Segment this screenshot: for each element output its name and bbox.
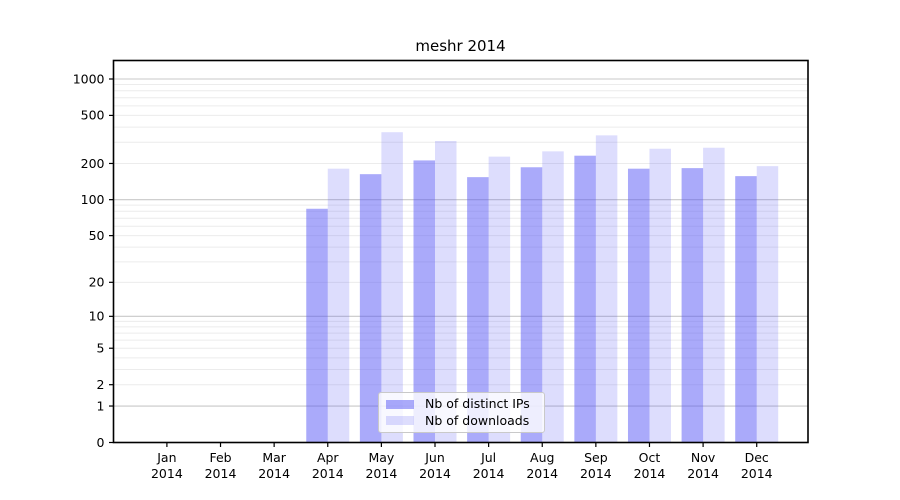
legend-item-distinct-ips: Nb of distinct IPs bbox=[386, 396, 544, 411]
bar-jul-ips bbox=[467, 177, 489, 443]
x-tick-label-month: Dec bbox=[745, 450, 769, 465]
y-tick-label: 10 bbox=[89, 309, 105, 324]
x-tick-label-month: Jul bbox=[480, 450, 496, 465]
legend-swatch-distinct-ips bbox=[386, 399, 414, 409]
x-tick-label-month: Apr bbox=[317, 450, 339, 465]
y-tick-label: 0 bbox=[97, 435, 105, 450]
bar-may-ips bbox=[359, 174, 382, 443]
x-tick-label-year: 2014 bbox=[741, 466, 773, 481]
y-tick-label: 100 bbox=[81, 192, 105, 207]
y-tick-label: 1000 bbox=[73, 71, 105, 86]
legend-swatch-downloads bbox=[386, 416, 414, 426]
x-tick-label-month: Jan bbox=[156, 450, 176, 465]
x-tick-label-year: 2014 bbox=[526, 466, 558, 481]
bar-aug-ips bbox=[520, 167, 543, 443]
x-tick-label-month: May bbox=[368, 450, 394, 465]
legend-label-downloads: Nb of downloads bbox=[425, 412, 530, 428]
x-tick-label-year: 2014 bbox=[151, 466, 183, 481]
x-tick-label-month: Nov bbox=[691, 450, 716, 465]
bar-jul-downloads bbox=[488, 156, 511, 443]
x-tick-label-year: 2014 bbox=[473, 466, 505, 481]
y-tick-label: 50 bbox=[89, 228, 105, 243]
x-tick-label-year: 2014 bbox=[258, 466, 290, 481]
plot-border bbox=[112, 59, 809, 444]
bar-nov-downloads bbox=[703, 147, 725, 443]
bar-oct-downloads bbox=[649, 148, 671, 443]
legend-item-downloads: Nb of downloads bbox=[386, 412, 544, 428]
x-tick-label-month: Aug bbox=[530, 450, 554, 465]
x-tick-label-month: Feb bbox=[209, 450, 231, 465]
x-tick-label-year: 2014 bbox=[365, 466, 397, 481]
bar-apr-downloads bbox=[327, 168, 350, 443]
bar-jun-downloads bbox=[435, 141, 457, 443]
legend: Nb of distinct IPs Nb of downloads bbox=[378, 392, 545, 433]
bar-sep-downloads bbox=[595, 135, 618, 443]
bar-may-downloads bbox=[381, 132, 403, 443]
bar-nov-ips bbox=[681, 168, 704, 443]
x-tick-label-year: 2014 bbox=[634, 466, 666, 481]
chart-title: meshr 2014 bbox=[415, 37, 506, 55]
y-tick-label: 1 bbox=[97, 398, 105, 413]
bar-oct-ips bbox=[627, 168, 650, 443]
y-tick-label: 200 bbox=[81, 156, 105, 171]
bar-aug-downloads bbox=[542, 151, 564, 443]
x-tick-label-year: 2014 bbox=[205, 466, 237, 481]
x-tick-label-year: 2014 bbox=[580, 466, 612, 481]
y-tick-label: 20 bbox=[89, 275, 105, 290]
bar-apr-ips bbox=[306, 208, 328, 443]
y-tick-label: 5 bbox=[97, 341, 105, 356]
y-tick-label: 500 bbox=[81, 108, 105, 123]
x-tick-label-year: 2014 bbox=[687, 466, 719, 481]
x-tick-label-year: 2014 bbox=[312, 466, 344, 481]
legend-label-distinct-ips: Nb of distinct IPs bbox=[425, 396, 530, 411]
y-tick-label: 2 bbox=[97, 377, 105, 392]
bar-dec-ips bbox=[735, 176, 757, 443]
bar-dec-downloads bbox=[756, 166, 779, 443]
x-tick-label-month: Jun bbox=[424, 450, 445, 465]
x-tick-label-month: Oct bbox=[639, 450, 661, 465]
x-tick-label-year: 2014 bbox=[419, 466, 451, 481]
x-tick-label-month: Mar bbox=[262, 450, 286, 465]
bar-jun-ips bbox=[413, 160, 435, 443]
bar-sep-ips bbox=[574, 155, 596, 443]
x-tick-label-month: Sep bbox=[584, 450, 608, 465]
